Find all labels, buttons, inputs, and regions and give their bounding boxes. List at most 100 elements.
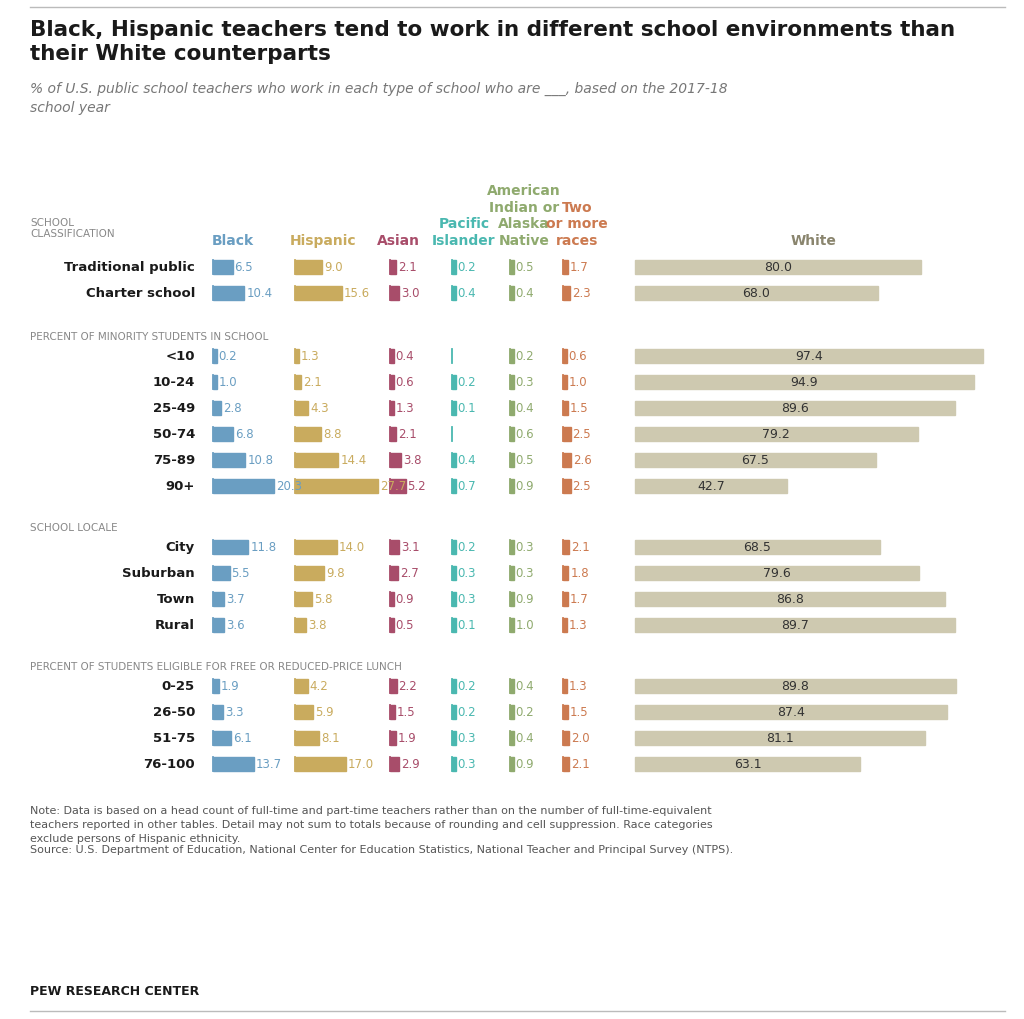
Bar [563,757,569,771]
Text: 1.5: 1.5 [396,706,415,718]
Text: Pacific
Islander: Pacific Islander [432,217,496,248]
Text: CLASSIFICATION: CLASSIFICATION [30,229,115,238]
Text: 79.2: 79.2 [763,428,791,441]
Text: Two
or more
races: Two or more races [546,201,608,248]
Bar [390,428,396,441]
Text: 1.0: 1.0 [515,619,535,632]
Bar [510,540,513,554]
Bar [295,567,325,581]
Text: 90+: 90+ [166,480,195,493]
Bar [213,757,254,771]
Bar [510,401,513,416]
Bar [390,732,395,745]
Bar [510,453,513,468]
Bar [295,592,312,606]
Text: 3.8: 3.8 [403,454,422,467]
Bar [563,261,568,275]
Bar [563,540,569,554]
Text: 2.2: 2.2 [398,680,418,693]
Bar [452,376,456,389]
Text: Traditional public: Traditional public [65,261,195,274]
Text: 0.2: 0.2 [218,351,238,363]
Bar [390,592,393,606]
Bar [510,376,513,389]
Text: 4.3: 4.3 [310,403,329,415]
Text: 2.1: 2.1 [398,261,417,274]
Text: 50-74: 50-74 [153,428,195,441]
Text: 1.7: 1.7 [570,261,589,274]
Text: 3.6: 3.6 [226,619,245,632]
Bar [563,453,570,468]
Bar [635,619,955,633]
Text: 1.9: 1.9 [221,680,240,693]
Text: 0.2: 0.2 [458,706,476,718]
Text: 4.2: 4.2 [309,680,329,693]
Bar [213,705,223,719]
Text: 2.0: 2.0 [571,732,590,745]
Bar [295,619,306,633]
Bar [452,680,456,693]
Text: 0.2: 0.2 [458,680,476,693]
Bar [563,286,570,301]
Text: American
Indian or
Alaska
Native: American Indian or Alaska Native [487,183,561,248]
Text: 20.3: 20.3 [275,480,302,493]
Bar [563,428,570,441]
Text: 11.8: 11.8 [251,541,276,554]
Text: 0.2: 0.2 [515,351,535,363]
Bar [213,619,224,633]
Bar [295,453,338,468]
Text: Charter school: Charter school [86,287,195,301]
Bar [295,732,319,745]
Bar [213,453,246,468]
Text: 3.7: 3.7 [226,593,245,606]
Bar [510,567,513,581]
Text: Town: Town [157,593,195,606]
Bar [635,286,878,301]
Text: 1.3: 1.3 [569,619,588,632]
Bar [563,619,567,633]
Text: 0.7: 0.7 [458,480,476,493]
Bar [510,705,513,719]
Text: 2.5: 2.5 [572,480,591,493]
Bar [510,732,513,745]
Text: 14.4: 14.4 [340,454,367,467]
Text: 0.4: 0.4 [395,351,414,363]
Text: 5.2: 5.2 [408,480,426,493]
Bar [452,592,456,606]
Bar [510,286,513,301]
Text: 86.8: 86.8 [776,593,804,606]
Text: 1.0: 1.0 [218,376,238,389]
Bar [295,376,301,389]
Text: 2.5: 2.5 [572,428,591,441]
Bar [563,592,568,606]
Bar [295,350,299,364]
Text: 0.1: 0.1 [458,403,476,415]
Text: Hispanic: Hispanic [290,233,356,248]
Text: 2.1: 2.1 [571,541,590,554]
Bar [635,592,945,606]
Bar [295,540,337,554]
Text: 1.5: 1.5 [569,706,588,718]
Text: 0.3: 0.3 [458,567,476,580]
Bar [452,261,456,275]
Bar [510,680,513,693]
Text: 0.3: 0.3 [458,593,476,606]
Text: 0.9: 0.9 [395,593,414,606]
Bar [563,401,567,416]
Text: 87.4: 87.4 [777,706,805,718]
Text: 0.2: 0.2 [515,706,535,718]
Text: 0.9: 0.9 [515,758,535,770]
Bar [563,480,570,493]
Text: 2.1: 2.1 [571,758,590,770]
Bar [635,428,918,441]
Text: 1.3: 1.3 [301,351,319,363]
Bar [295,757,346,771]
Text: 1.5: 1.5 [569,403,588,415]
Text: 3.3: 3.3 [225,706,244,718]
Text: City: City [166,541,195,554]
Bar [213,376,216,389]
Bar [510,757,513,771]
Bar [295,286,342,301]
Bar [390,401,394,416]
Text: Black, Hispanic teachers tend to work in different school environments than
thei: Black, Hispanic teachers tend to work in… [30,20,955,64]
